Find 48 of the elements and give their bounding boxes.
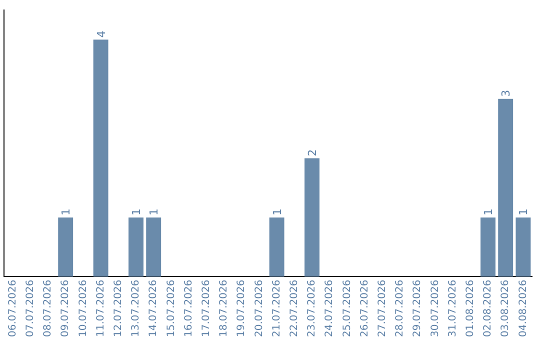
x-tick-label: 24.07.2026 [324,280,336,338]
data-label: 1 [130,208,143,216]
x-tick-label: 07.07.2026 [24,280,36,338]
x-tick-label: 25.07.2026 [342,280,353,338]
x-tick-label: 19.07.2026 [236,280,248,338]
x-tick-label: 17.07.2026 [200,280,212,338]
data-label: 3 [500,90,513,97]
x-tick-label: 29.07.2026 [412,280,424,338]
data-label: 1 [482,208,495,216]
x-tick-label: 14.07.2026 [148,280,160,338]
data-label: 1 [270,208,284,216]
bar [58,217,74,277]
bar [304,158,320,277]
data-label: 1 [148,208,161,216]
x-tick-label: 01.08.2026 [464,280,476,338]
bar [516,217,531,277]
data-label: 1 [60,208,73,216]
x-tick-label: 26.07.2026 [359,280,370,338]
x-tick-label: 13.07.2026 [130,280,142,338]
x-tick-label: 03.08.2026 [500,280,512,338]
x-tick-label: 02.08.2026 [482,280,494,338]
x-tick-label: 21.07.2026 [271,280,282,338]
bar [146,217,162,277]
x-tick-label: 12.07.2026 [112,280,124,338]
x-tick-label: 18.07.2026 [218,280,230,338]
x-tick-label: 27.07.2026 [376,280,388,338]
x-tick-label: 09.07.2026 [60,280,72,338]
bar [480,217,496,277]
x-tick-label: 22.07.2026 [288,280,300,338]
bar [498,98,514,277]
x-tick-label: 10.07.2026 [78,280,89,338]
x-tick-label: 16.07.2026 [183,280,194,338]
bar [93,40,108,277]
x-tick-label: 31.07.2026 [447,280,458,338]
x-tick-label: 15.07.2026 [166,280,177,338]
x-tick-label: 04.08.2026 [518,280,529,338]
data-label: 4 [94,30,108,38]
x-tick-label: 06.07.2026 [7,280,18,338]
x-tick-label: 30.07.2026 [430,280,441,338]
x-tick-label: 23.07.2026 [306,280,318,338]
bar [128,217,144,277]
x-tick-label: 20.07.2026 [254,280,265,338]
data-label: 2 [306,149,319,156]
bar [269,217,284,277]
x-tick-label: 28.07.2026 [394,280,406,338]
x-tick-label: 08.07.2026 [42,280,54,338]
data-label: 1 [517,208,530,216]
x-tick-label: 11.07.2026 [95,280,106,338]
